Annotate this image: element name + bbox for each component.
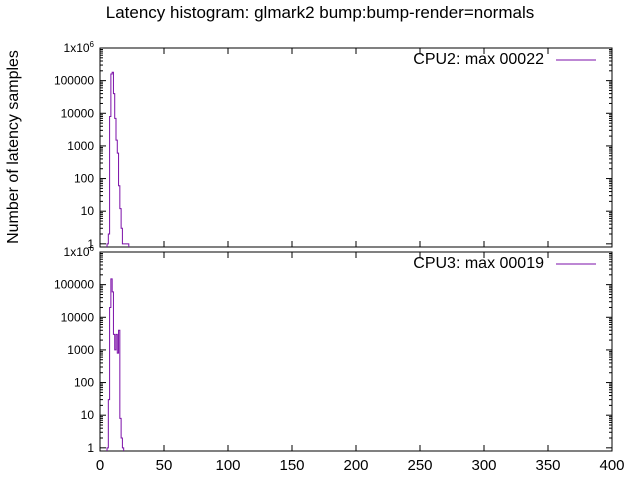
panel-cpu2: 1 10 100 1000 10000 100000 1x106 CPU2: max 0002… — [54, 40, 613, 251]
panel-cpu3: 1 10 100 1000 10000 100000 1x106 0 50 100 150 200 25… — [54, 244, 625, 474]
x-tick-label: 350 — [535, 457, 560, 474]
x-tick-label: 200 — [343, 457, 368, 474]
y-axis-label: Number of latency samples — [5, 50, 22, 244]
y-tick-label: 100 — [74, 172, 94, 186]
legend-label: CPU2: max 00022 — [413, 51, 544, 68]
x-tick-label: 250 — [407, 457, 432, 474]
x-tick-label: 100 — [215, 457, 240, 474]
y-tick-label: 1 — [87, 441, 94, 455]
chart-title: Latency histogram: glmark2 bump:bump-ren… — [106, 3, 535, 22]
legend: CPU2: max 00022 — [413, 51, 596, 68]
y-tick-label: 1 — [87, 237, 94, 251]
y-tick-label: 100000 — [54, 74, 94, 88]
series-line — [106, 278, 125, 451]
y-tick-label: 1000 — [67, 139, 94, 153]
y-tick-label: 10 — [81, 204, 95, 218]
x-tick-label: 50 — [156, 457, 173, 474]
x-tick-label: 400 — [599, 457, 624, 474]
y-tick-label: 100 — [74, 376, 94, 390]
y-tick-label: 10 — [81, 408, 95, 422]
x-tick-label: 0 — [96, 457, 104, 474]
y-tick-label: 100000 — [54, 278, 94, 292]
y-tick-label: 1000 — [67, 343, 94, 357]
x-tick-label: 300 — [471, 457, 496, 474]
series-line — [106, 71, 130, 247]
legend: CPU3: max 00019 — [413, 255, 596, 272]
y-tick-label-top: 1x106 — [64, 40, 95, 55]
y-tick-label: 10000 — [61, 106, 95, 120]
x-tick-label: 150 — [279, 457, 304, 474]
y-tick-label: 10000 — [61, 310, 95, 324]
y-tick-label-top: 1x106 — [64, 244, 95, 259]
plot-frame — [99, 251, 613, 452]
legend-label: CPU3: max 00019 — [413, 255, 544, 272]
plot-frame — [99, 47, 613, 248]
